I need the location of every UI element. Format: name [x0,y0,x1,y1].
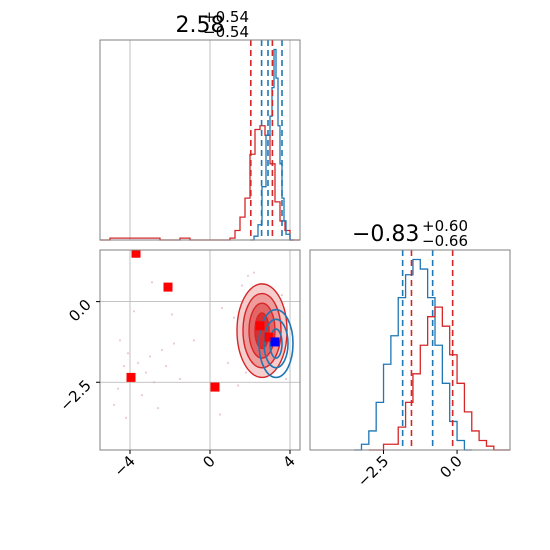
joint-marker-1 [163,282,173,292]
joint-red-contour-3 [254,312,270,350]
joint-sample-point-1 [122,365,126,368]
hist-x-title-upper: +0.54 [203,8,249,26]
joint-plot-area [100,250,300,450]
joint-sample-point-20 [226,361,230,365]
joint-sample-point-26 [280,294,284,297]
joint-sample-point-5 [152,381,156,384]
joint-marker-4 [255,321,265,331]
joint-sample-point-15 [150,281,154,284]
joint-xtick-label-2: 4 [279,452,298,471]
joint-sample-point-22 [240,284,244,287]
hist-y-series-1-step [368,306,510,451]
joint-sample-point-21 [232,316,236,319]
joint-sample-point-30 [218,413,222,416]
joint-scatter-panel: −4 0 4 0.0 −2.5 [56,249,301,480]
hist-y-title-upper: +0.60 [422,217,468,235]
joint-sample-point-29 [244,371,248,374]
hist-x-frame [99,39,301,241]
joint-marker-0 [131,250,141,258]
hist-y-series-0-step [354,258,472,451]
joint-sample-point-24 [246,274,250,277]
joint-sample-point-31 [118,339,122,342]
joint-xtick-label-1: 0 [199,452,218,471]
hist-y-title-lower: −0.66 [422,232,468,250]
joint-ytick-label-0: 0.0 [65,296,95,326]
joint-sample-point-3 [144,371,148,374]
joint-blue-contour-1 [263,318,289,369]
joint-ytick-label-1: −2.5 [56,376,94,414]
joint-sample-point-23 [236,384,240,387]
hist-y-xtick-label-1: 0.0 [436,452,466,482]
hist-y-title-value: −0.83 [352,222,419,247]
joint-marker-6 [270,337,280,347]
joint-sample-point-18 [192,339,196,342]
hist-x-panel [99,39,301,241]
joint-sample-point-16 [124,416,128,419]
joint-sample-point-17 [170,313,174,316]
joint-sample-point-28 [284,377,288,381]
joint-blue-contour-0 [258,308,294,379]
joint-sample-point-6 [160,348,164,352]
hist-y-frame [309,249,511,451]
joint-sample-point-0 [126,352,130,355]
hist-x-title: 2.58 [176,13,225,38]
hist-y-xtick-label-0: −2.5 [354,452,392,490]
joint-sample-point-9 [116,387,120,390]
joint-xtick-label-0: −4 [110,452,138,480]
joint-blue-contour-2 [269,328,283,359]
hist-x-title-value: 2.58 [176,13,225,38]
joint-sample-point-4 [148,355,152,358]
joint-sample-point-14 [132,310,136,313]
joint-sample-point-12 [156,406,160,410]
joint-marker-2 [126,372,136,382]
hist-x-series-0-step [100,125,300,241]
joint-marker-3 [210,382,220,392]
joint-sample-point-25 [252,271,256,274]
joint-sample-point-2 [136,361,140,365]
joint-sample-point-8 [172,342,176,345]
joint-sample-point-10 [112,403,116,406]
hist-y-panel: −2.5 0.0 [309,249,511,491]
joint-sample-point-7 [164,365,168,368]
joint-marker-5 [264,332,274,342]
joint-sample-point-13 [178,377,182,381]
joint-frame [99,249,301,451]
joint-sample-point-19 [220,306,224,310]
hist-x-title-lower: −0.54 [203,23,249,41]
joint-sample-point-11 [140,394,144,397]
